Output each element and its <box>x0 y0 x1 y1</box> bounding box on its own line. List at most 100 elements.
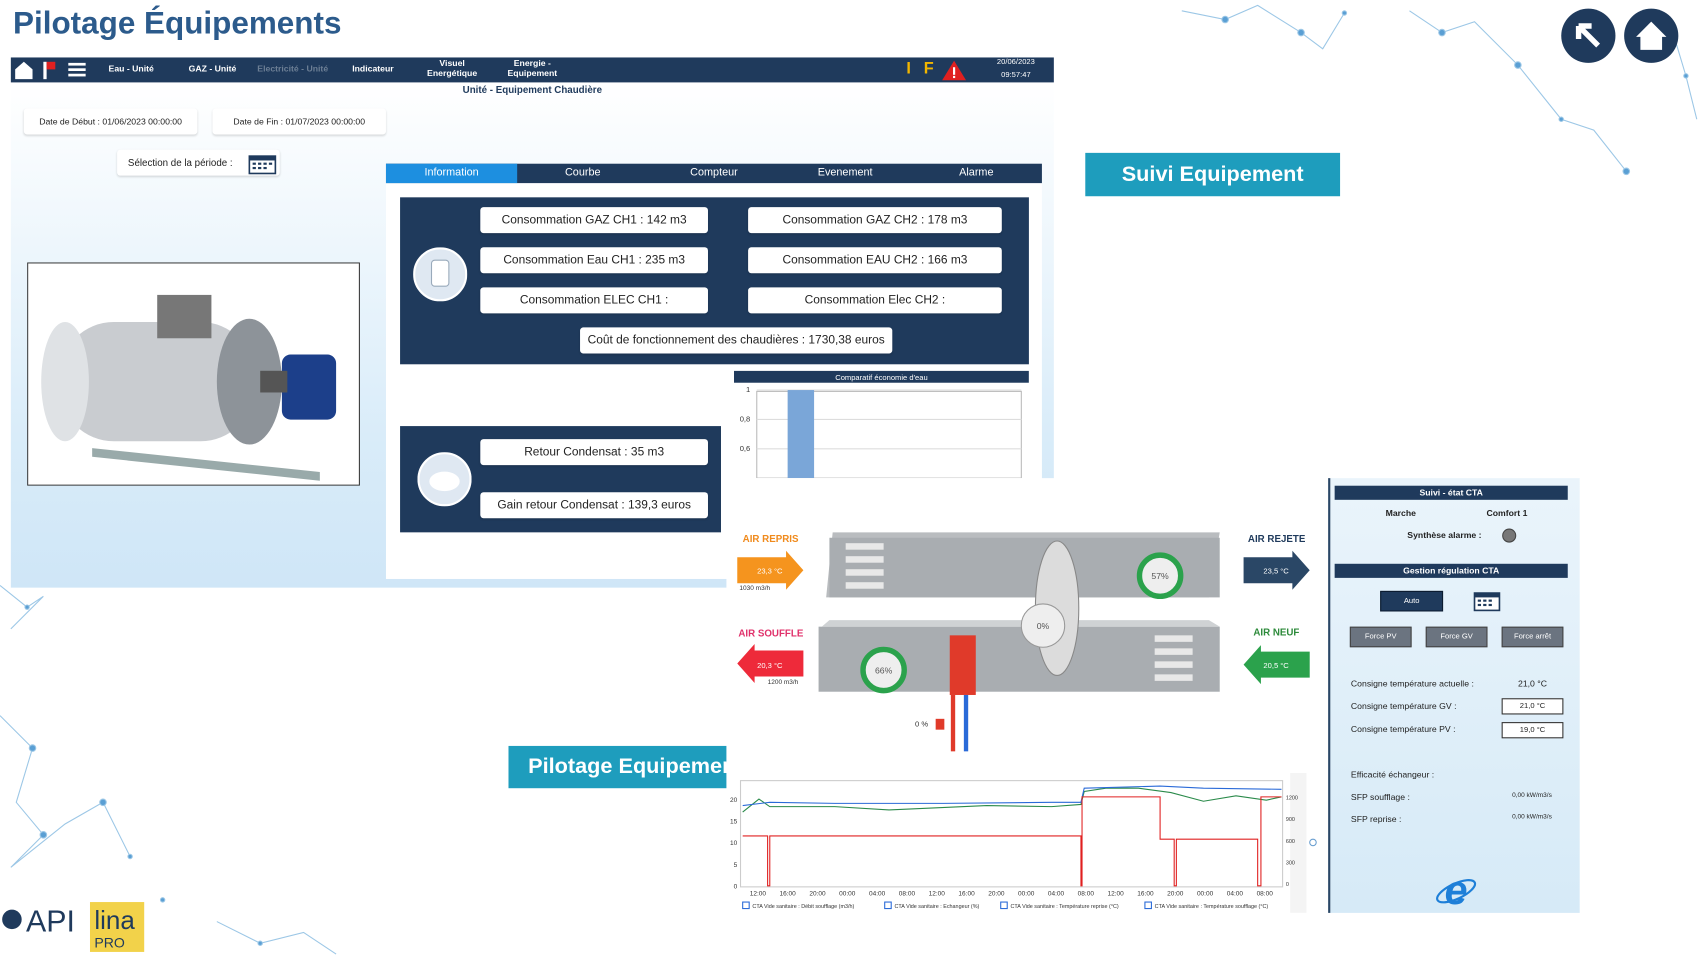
cloud-icon <box>417 452 472 507</box>
souffle-flow: 1200 m3/h <box>768 679 799 686</box>
condensate-gain: Gain retour Condensat : 139,3 euros <box>480 492 708 519</box>
valve-percent: 0 % <box>915 719 928 728</box>
tab[interactable]: Courbe <box>564 166 601 179</box>
force-pv[interactable]: Force PV <box>1349 626 1412 648</box>
y2-tick-label: 300 <box>1286 860 1295 866</box>
repris-temp: 23,3 °C <box>757 567 783 576</box>
alarm-indicator <box>1502 528 1517 543</box>
condensate-return: Retour Condensat : 35 m3 <box>480 439 708 466</box>
y-tick-label: 1 <box>746 385 750 394</box>
y2-tick-label: 600 <box>1286 839 1295 845</box>
auto-button[interactable]: Auto <box>1380 590 1444 612</box>
suivi-button[interactable]: Suivi Equipement <box>1085 152 1341 197</box>
panel-mode: Comfort 1 <box>1486 508 1528 519</box>
tab[interactable]: Information <box>385 163 518 184</box>
x-tick-label: 00:00 <box>1018 891 1035 898</box>
y2-tick-label: 900 <box>1286 817 1295 823</box>
legend-checkbox <box>884 901 892 910</box>
x-tick-label: 12:00 <box>750 891 767 898</box>
operating-cost: Coût de fonctionnement des chaudières : … <box>580 327 893 354</box>
consumption-eau-ch1: Consommation Eau CH1 : 235 m3 <box>480 247 708 274</box>
cta-panel <box>1328 478 1580 913</box>
pilotage-button[interactable]: Pilotage Equipement <box>508 745 763 789</box>
force-gv[interactable]: Force GV <box>1425 626 1488 648</box>
legend-entry: CTA Vide sanitaire : Température reprise… <box>1010 904 1118 910</box>
end-date[interactable]: Date de Fin : 01/07/2023 00:00:00 <box>212 108 386 135</box>
force-stop[interactable]: Force arrêt <box>1501 626 1564 648</box>
x-tick-label: 08:00 <box>1078 891 1095 898</box>
calendar-icon[interactable] <box>248 153 277 175</box>
legend-checkbox <box>742 901 750 910</box>
home-button[interactable] <box>1624 8 1679 63</box>
consumption-gaz-ch1: Consommation GAZ CH1 : 142 m3 <box>480 207 708 234</box>
souffle-temp: 20,3 °C <box>757 661 783 670</box>
nav-icons <box>15 61 86 80</box>
panel-calendar[interactable] <box>1473 591 1501 612</box>
nav-item[interactable]: Visuel Energétique <box>427 58 478 79</box>
logo-pro: PRO <box>94 935 125 951</box>
nav-bar <box>10 57 1054 83</box>
legend-checkbox <box>1144 901 1152 910</box>
nav-item[interactable]: Electricité - Unité <box>257 63 329 74</box>
sfp-label: SFP reprise : <box>1350 814 1402 824</box>
nav-item[interactable]: Energie - Equipement <box>507 58 558 79</box>
setpoint-label: Consigne température GV : <box>1350 701 1457 712</box>
consumption-gaz-ch2: Consommation GAZ CH2 : 178 m3 <box>748 207 1002 234</box>
x-tick-label: 08:00 <box>899 891 916 898</box>
y2-tick-label: 1200 <box>1286 795 1298 801</box>
setpoint-input[interactable]: 21,0 °C <box>1501 698 1564 715</box>
meter-icon <box>413 247 468 302</box>
period-label: Sélection de la période : <box>127 157 233 169</box>
screen-subtitle: Unité - Equipement Chaudière <box>462 84 603 96</box>
x-tick-label: 16:00 <box>780 891 797 898</box>
x-tick-label: 16:00 <box>958 891 975 898</box>
x-tick-label: 04:00 <box>869 891 886 898</box>
tab[interactable]: Evenement <box>817 166 873 179</box>
setpoint-input[interactable]: 19,0 °C <box>1501 722 1564 739</box>
tab[interactable]: Alarme <box>959 166 994 179</box>
nav-item[interactable]: Eau - Unité <box>108 63 154 74</box>
cta-diagram: AIR REPRIS AIR REJETE AIR SOUFFLE AIR NE… <box>737 532 1310 752</box>
x-tick-label: 04:00 <box>1048 891 1065 898</box>
x-tick-label: 04:00 <box>1227 891 1244 898</box>
neuf-temp: 20,5 °C <box>1263 661 1289 670</box>
x-tick-label: 16:00 <box>1137 891 1154 898</box>
x-tick-label: 08:00 <box>1257 891 1274 898</box>
flag-f: F <box>923 59 934 79</box>
bar <box>787 390 815 479</box>
nav-item[interactable]: Indicateur <box>352 63 394 74</box>
legend-entry: CTA Vide sanitaire : Température souffla… <box>1155 904 1269 910</box>
fan-extract-percent: 57% <box>1151 571 1169 581</box>
x-tick-label: 20:00 <box>809 891 826 898</box>
setpoint-label: Consigne température PV : <box>1350 724 1456 735</box>
legend-checkbox <box>1000 901 1008 910</box>
alarm-icon <box>942 60 967 81</box>
y-tick-label: 10 <box>730 840 738 847</box>
panel-title: Suivi - état CTA <box>1334 485 1568 500</box>
svg-text:e: e <box>1445 870 1468 911</box>
sfp-value: 0,00 kW/m3/s <box>1512 792 1552 800</box>
sfp-value: 0,00 kW/m3/s <box>1512 814 1552 821</box>
logo-lina: lina <box>94 905 135 935</box>
label-air-souffle: AIR SOUFFLE <box>738 628 803 639</box>
x-tick-label: 00:00 <box>1197 891 1214 898</box>
back-button[interactable] <box>1561 8 1616 63</box>
efficiency-label: Efficacité échangeur : <box>1350 769 1435 780</box>
y-tick-label: 0,6 <box>740 444 751 453</box>
y-tick-label: 0 <box>734 884 738 891</box>
water-chart: Comparatif économie d'eau 1 0,8 0,6 <box>734 370 1029 479</box>
start-date[interactable]: Date de Début : 01/06/2023 00:00:00 <box>23 108 198 135</box>
x-tick-label: 00:00 <box>839 891 856 898</box>
nav-item[interactable]: GAZ - Unité <box>188 63 237 74</box>
chart-title: Comparatif économie d'eau <box>835 373 927 382</box>
wheel-percent: 0% <box>1037 621 1050 631</box>
flag-i: I <box>906 59 911 79</box>
legend-entry: CTA Vide sanitaire : Débit soufflage (m3… <box>752 904 854 910</box>
panel-state: Marche <box>1385 508 1416 519</box>
tab[interactable]: Compteur <box>690 166 738 179</box>
tab-bar <box>385 163 1042 184</box>
y-tick-label: 15 <box>730 819 738 826</box>
